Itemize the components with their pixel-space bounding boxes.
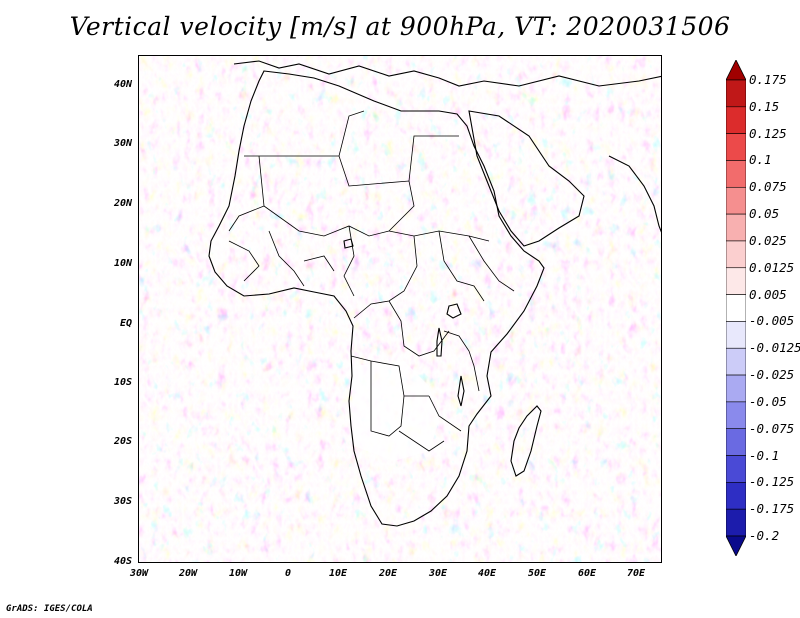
lon-label-20e: 20E [378,568,398,579]
colorbar-swatch [726,186,746,215]
plot-title: Vertical velocity [m/s] at 900hPa, VT: 2… [69,12,731,41]
lat-label-20s: 20S [113,436,132,447]
colorbar-swatch [726,267,746,295]
triangle-down-icon [726,535,746,556]
africa-coastline [208,70,545,527]
lake-victoria [446,303,462,319]
lake-chad [343,238,354,249]
colorbar-label: -0.005 [749,313,795,329]
colorbar-swatch [726,240,746,269]
colorbar-label: 0.15 [749,98,780,114]
lon-label-10w: 10W [228,568,248,579]
velocity-map [139,56,661,562]
madagascar-coastline [510,405,542,477]
colorbar-label: 0.1 [749,152,772,168]
colorbar [726,60,746,556]
lat-label-30s: 30S [113,496,132,507]
lon-label-60e: 60E [577,568,597,579]
lon-label-40e: 40E [477,568,497,579]
colorbar-swatch [726,428,746,456]
arabia-coastline [468,110,585,247]
lon-label-30e: 30E [428,568,448,579]
lon-label-70e: 70E [626,568,646,579]
lon-label-30w: 30W [129,568,149,579]
colorbar-swatch [726,79,746,108]
colorbar-swatch [726,213,746,242]
map-frame [138,55,662,563]
lake-tanganyika [436,327,443,357]
lake-malawi [457,375,465,407]
colorbar-swatch [726,347,746,376]
coastlines [208,60,661,527]
colorbar-swatch [726,294,746,322]
colorbar-swatch [726,133,746,161]
lon-label-0: 0 [284,568,292,579]
colorbar-swatch [726,401,746,430]
country-borders [228,110,515,452]
lat-label-10n: 10N [113,258,132,269]
colorbar-label: 0.05 [749,206,780,222]
credit-text: GrADS: IGES/COLA [6,604,93,614]
lakes [343,238,465,407]
colorbar-label: -0.2 [749,528,780,543]
colorbar-label: -0.175 [749,501,795,517]
colorbar-label: 0.025 [749,232,787,248]
colorbar-swatch [726,321,746,349]
colorbar-label: -0.0125 [749,340,800,356]
colorbar-label: -0.075 [749,420,795,436]
colorbar-swatch [726,106,746,134]
colorbar-label: 0.175 [749,72,787,87]
colorbar-label: 0.075 [749,179,787,195]
colorbar-label: 0.005 [749,286,787,302]
colorbar-label: -0.025 [749,367,795,383]
lon-label-20w: 20W [178,568,198,579]
lat-label-eq: EQ [119,318,132,329]
lon-label-10e: 10E [328,568,348,579]
velocity-field-detail [139,56,661,562]
colorbar-swatch [726,160,746,188]
colorbar-swatch [726,482,746,510]
lat-label-10s: 10S [113,377,132,388]
lon-label-50e: 50E [527,568,547,579]
colorbar-swatch [726,374,746,403]
lat-label-20n: 20N [113,198,132,209]
lat-label-40n: 40N [113,79,132,90]
europe-coastline [233,60,661,87]
colorbar-label: 0.0125 [749,259,795,275]
lat-label-40s: 40S [113,556,132,567]
colorbar-label: -0.05 [749,393,787,409]
colorbar-label: -0.125 [749,474,795,490]
neutral-region [351,361,439,461]
india-coastline [608,155,661,233]
colorbar-label: -0.1 [749,447,780,463]
colorbar-swatch [726,508,746,537]
colorbar-swatch [726,455,746,483]
colorbar-label: 0.125 [749,125,787,141]
triangle-up-icon [726,60,746,81]
lat-label-30n: 30N [113,138,132,149]
